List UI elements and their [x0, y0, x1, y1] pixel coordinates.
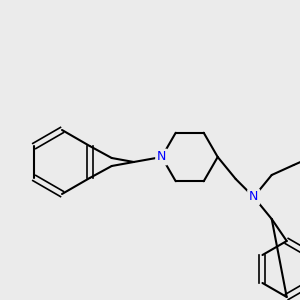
Text: N: N — [249, 190, 258, 203]
Text: N: N — [157, 151, 166, 164]
